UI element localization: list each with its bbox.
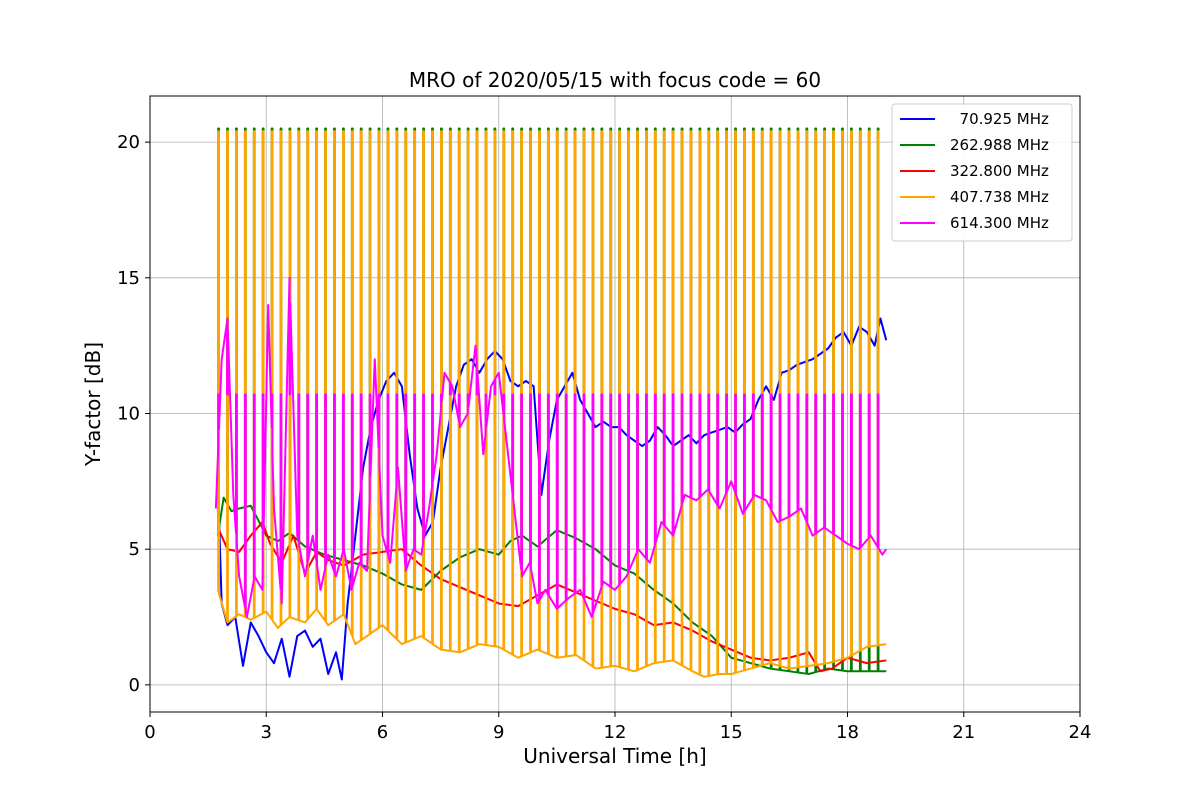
legend-label-2: 322.800 MHz <box>950 162 1049 180</box>
y-tick-label: 5 <box>129 539 140 560</box>
series-layer <box>214 127 888 681</box>
legend-label-4: 614.300 MHz <box>950 214 1049 232</box>
legend-box <box>891 103 1073 242</box>
y-tick-label: 20 <box>117 132 140 153</box>
x-axis-title: Universal Time [h] <box>523 744 706 768</box>
x-tick-label: 15 <box>720 722 743 743</box>
x-tick-label: 0 <box>144 722 155 743</box>
tick-layer: 0 3 6 9 12 15 18 21 24 0 5 10 15 20 <box>117 132 1091 743</box>
legend-label-0: 70.925 MHz <box>950 110 1049 128</box>
y-tick-label: 15 <box>117 268 140 289</box>
legend: 70.925 MHz 262.988 MHz 322.800 MHz 407.738 … <box>891 103 1073 242</box>
chart-title: MRO of 2020/05/15 with focus code = 60 <box>409 68 821 92</box>
legend-label-3: 407.738 MHz <box>950 188 1049 206</box>
x-tick-label: 12 <box>604 722 627 743</box>
y-tick-label: 0 <box>129 675 140 696</box>
legend-label-1: 262.988 MHz <box>950 136 1049 154</box>
x-tick-label: 24 <box>1069 722 1092 743</box>
y-axis-title: Y-factor [dB] <box>81 342 105 467</box>
x-tick-label: 18 <box>836 722 859 743</box>
x-tick-label: 21 <box>952 722 975 743</box>
y-tick-label: 10 <box>117 403 140 424</box>
x-tick-label: 3 <box>261 722 272 743</box>
x-tick-label: 6 <box>377 722 388 743</box>
x-tick-label: 9 <box>493 722 504 743</box>
series-line-4 <box>214 276 888 619</box>
